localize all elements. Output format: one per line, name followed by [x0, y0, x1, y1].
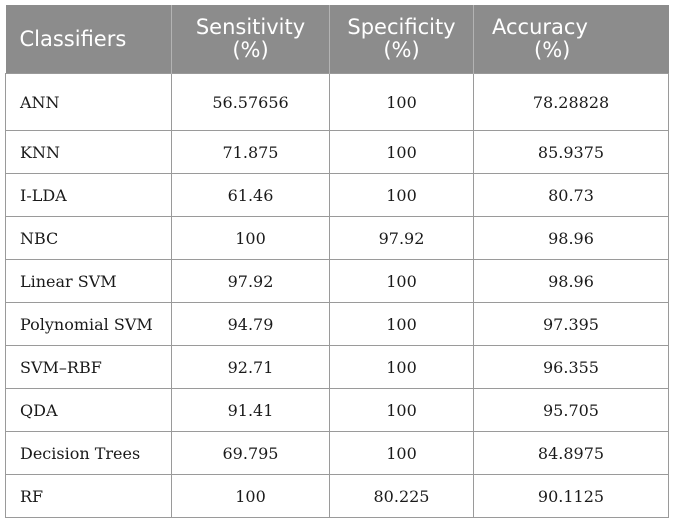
table-header-row: Classifiers Sensitivity (%) Specificity …	[5, 5, 669, 74]
accuracy-cell: 84.8975	[473, 431, 669, 475]
accuracy-cell: 95.705	[473, 388, 669, 432]
header-classifiers: Classifiers	[5, 5, 172, 74]
sensitivity-cell: 56.57656	[171, 73, 330, 131]
classifier-name-cell: RF	[5, 474, 172, 518]
accuracy-cell: 90.1125	[473, 474, 669, 518]
sensitivity-cell: 100	[171, 216, 330, 260]
table-row: KNN 71.875 100 85.9375	[5, 130, 669, 174]
accuracy-cell: 96.355	[473, 345, 669, 389]
table-row: RF 100 80.225 90.1125	[5, 474, 669, 518]
specificity-cell: 100	[329, 431, 474, 475]
table-row: Polynomial SVM 94.79 100 97.395	[5, 302, 669, 346]
results-table-container: Classifiers Sensitivity (%) Specificity …	[5, 5, 669, 518]
accuracy-cell: 80.73	[473, 173, 669, 217]
table-row: NBC 100 97.92 98.96	[5, 216, 669, 260]
header-accuracy: Accuracy (%)	[473, 5, 669, 74]
accuracy-cell: 78.28828	[473, 73, 669, 131]
specificity-cell: 100	[329, 302, 474, 346]
table-row: Linear SVM 97.92 100 98.96	[5, 259, 669, 303]
sensitivity-cell: 100	[171, 474, 330, 518]
header-specificity: Specificity (%)	[329, 5, 474, 74]
specificity-cell: 100	[329, 130, 474, 174]
table-row: ANN 56.57656 100 78.28828	[5, 73, 669, 131]
specificity-cell: 97.92	[329, 216, 474, 260]
sensitivity-cell: 71.875	[171, 130, 330, 174]
classifier-name-cell: Linear SVM	[5, 259, 172, 303]
header-sensitivity: Sensitivity (%)	[171, 5, 330, 74]
specificity-cell: 100	[329, 259, 474, 303]
specificity-cell: 80.225	[329, 474, 474, 518]
classifier-name-cell: Polynomial SVM	[5, 302, 172, 346]
sensitivity-cell: 91.41	[171, 388, 330, 432]
accuracy-cell: 98.96	[473, 259, 669, 303]
table-row: Decision Trees 69.795 100 84.8975	[5, 431, 669, 475]
specificity-cell: 100	[329, 388, 474, 432]
specificity-cell: 100	[329, 73, 474, 131]
specificity-cell: 100	[329, 345, 474, 389]
sensitivity-cell: 97.92	[171, 259, 330, 303]
specificity-cell: 100	[329, 173, 474, 217]
accuracy-cell: 97.395	[473, 302, 669, 346]
table-row: SVM–RBF 92.71 100 96.355	[5, 345, 669, 389]
classifier-name-cell: KNN	[5, 130, 172, 174]
table-body: ANN 56.57656 100 78.28828 KNN 71.875 100 85.937…	[5, 73, 669, 518]
accuracy-cell: 98.96	[473, 216, 669, 260]
classifier-name-cell: Decision Trees	[5, 431, 172, 475]
classifier-name-cell: I-LDA	[5, 173, 172, 217]
classifier-name-cell: SVM–RBF	[5, 345, 172, 389]
accuracy-cell: 85.9375	[473, 130, 669, 174]
classifier-name-cell: NBC	[5, 216, 172, 260]
classifier-name-cell: QDA	[5, 388, 172, 432]
sensitivity-cell: 61.46	[171, 173, 330, 217]
sensitivity-cell: 92.71	[171, 345, 330, 389]
sensitivity-cell: 69.795	[171, 431, 330, 475]
classifier-performance-table: Classifiers Sensitivity (%) Specificity …	[5, 5, 669, 518]
classifier-name-cell: ANN	[5, 73, 172, 131]
table-row: I-LDA 61.46 100 80.73	[5, 173, 669, 217]
table-row: QDA 91.41 100 95.705	[5, 388, 669, 432]
sensitivity-cell: 94.79	[171, 302, 330, 346]
